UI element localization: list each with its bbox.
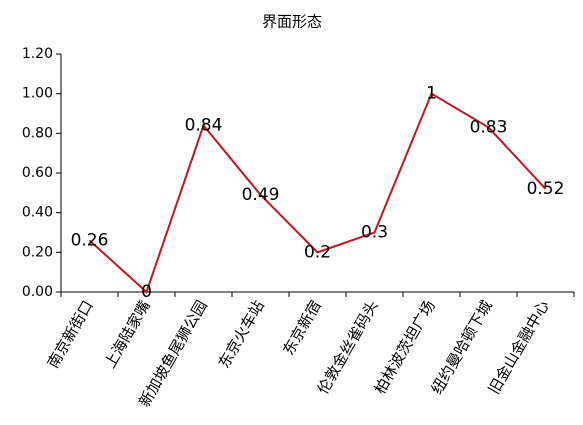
y-tick-label: 0.60: [22, 165, 53, 181]
chart-title: 界面形态: [262, 13, 322, 31]
y-tick-label: 0.20: [22, 244, 53, 260]
x-tick-label: 伦敦金丝雀码头: [314, 297, 382, 397]
x-tick-label: 纽约曼哈顿下城: [428, 297, 496, 397]
x-tick-label: 柏林波茨坦广场: [371, 297, 439, 397]
y-tick-label: 0.00: [22, 284, 53, 300]
data-label: 1: [426, 84, 437, 104]
y-tick-label: 1.20: [22, 46, 53, 62]
data-label: 0.84: [185, 115, 223, 135]
data-label: 0.26: [71, 230, 109, 250]
x-tick-label: 东京火车站: [215, 297, 268, 371]
data-label: 0.3: [361, 223, 388, 243]
data-label: 0.49: [242, 185, 280, 205]
x-tick-label: 上海陆家嘴: [101, 297, 154, 371]
y-tick-label: 0.40: [22, 205, 53, 221]
x-tick-label: 旧金山金融中心: [485, 297, 553, 397]
data-label: 0.2: [304, 242, 331, 262]
data-label: 0.83: [470, 117, 508, 137]
line: [88, 92, 547, 294]
data-label: 0: [141, 282, 152, 302]
x-tick-label: 东京新宿: [279, 297, 325, 358]
x-tick-label: 南京新街口: [44, 297, 97, 371]
y-tick-label: 0.80: [22, 125, 53, 141]
data-label: 0.52: [527, 179, 565, 199]
y-tick-label: 1.00: [22, 86, 53, 102]
